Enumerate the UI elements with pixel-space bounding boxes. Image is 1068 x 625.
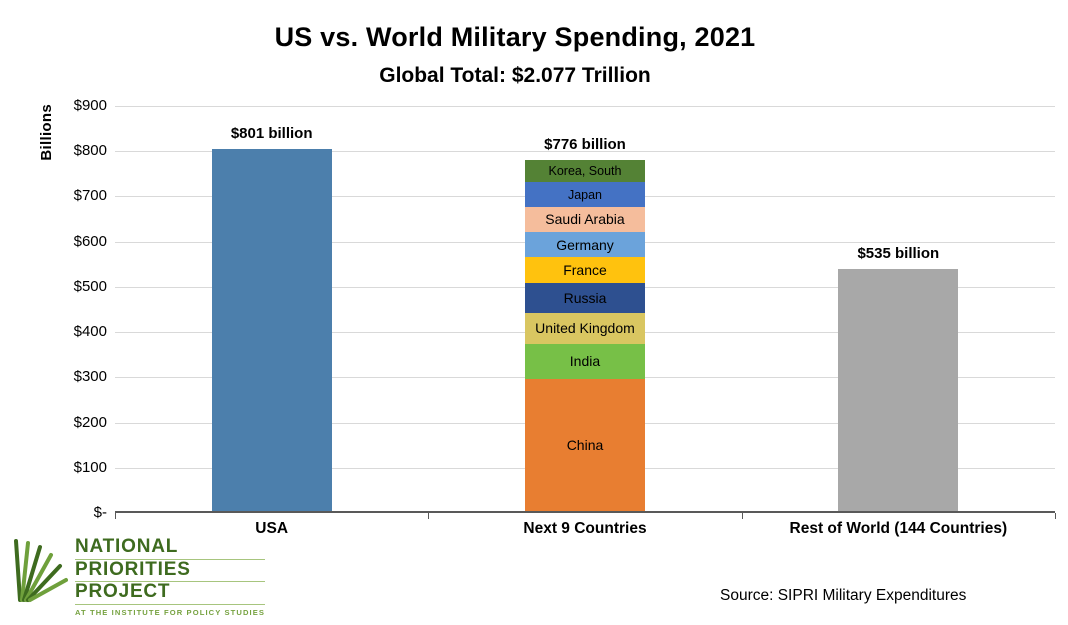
bar-next-9-countries: China India United Kingdom Russia France Germ… bbox=[524, 160, 645, 511]
bar-total-label: $535 billion bbox=[857, 245, 940, 263]
bar-total-label: $776 billion bbox=[544, 136, 626, 154]
segment-rest-of-world-144-countries- bbox=[838, 269, 959, 511]
page-subtitle: Global Total: $2.077 Trillion bbox=[379, 64, 651, 87]
segment-india: India bbox=[524, 343, 645, 379]
x-axis-tick bbox=[428, 513, 430, 519]
segment-united-kingdom: United Kingdom bbox=[524, 312, 645, 344]
segment-label: India bbox=[569, 353, 601, 370]
npp-logo-text: NATIONAL PRIORITIES PROJECT AT THE INSTI… bbox=[75, 536, 266, 617]
segment-russia: Russia bbox=[524, 283, 645, 313]
segment-label: United Kingdom bbox=[535, 320, 635, 337]
x-axis-labels: USA Next 9 Countries Rest of World (144 Co… bbox=[115, 520, 1055, 538]
logo-word-priorities: PRIORITIES bbox=[75, 559, 266, 583]
bar-total-label: $801 billion bbox=[230, 124, 313, 142]
segment-label: France bbox=[563, 262, 607, 279]
x-axis-tick bbox=[1055, 513, 1056, 519]
segment-china: China bbox=[524, 378, 645, 511]
logo-word-national: NATIONAL bbox=[75, 536, 266, 560]
npp-logo-icon bbox=[14, 539, 68, 602]
bar-rest-of-world-144-countries- bbox=[838, 269, 959, 511]
bar-usa bbox=[211, 148, 332, 511]
segment-germany: Germany bbox=[524, 232, 645, 258]
plot-area: $801 billion China India United Kingdom Russ… bbox=[115, 106, 1055, 513]
y-tick-label: $500 bbox=[73, 277, 107, 295]
segment-japan: Japan bbox=[524, 182, 645, 207]
logo-word-project: PROJECT bbox=[75, 581, 266, 605]
segment-label: Korea, South bbox=[548, 164, 622, 179]
y-tick-label: $- bbox=[93, 504, 107, 521]
bar-slot: $801 billion bbox=[115, 106, 428, 511]
gridline bbox=[115, 151, 1055, 153]
segment-label: Japan bbox=[567, 187, 603, 202]
x-axis-tick bbox=[741, 513, 743, 519]
npp-logo: NATIONAL PRIORITIES PROJECT AT THE INSTI… bbox=[14, 536, 266, 617]
segment-korea-south: Korea, South bbox=[524, 160, 645, 183]
x-category-label: Rest of World (144 Countries) bbox=[789, 520, 1008, 537]
bar-slot: $535 billion bbox=[742, 106, 1055, 511]
x-category-label: Next 9 Countries bbox=[523, 520, 647, 537]
y-tick-label: $700 bbox=[73, 187, 107, 205]
logo-tagline: AT THE INSTITUTE FOR POLICY STUDIES bbox=[75, 607, 266, 617]
segment-label: Russia bbox=[563, 290, 607, 306]
y-tick-label: $300 bbox=[73, 368, 107, 386]
segment-usa bbox=[211, 148, 332, 511]
y-tick-label: $600 bbox=[73, 232, 107, 250]
y-axis-ticks: $900 $800 $700 $600 $500 $400 $300 $200 $100 $- bbox=[0, 97, 107, 521]
x-axis-tick bbox=[115, 513, 116, 519]
y-tick-label: $900 bbox=[73, 97, 107, 114]
y-tick-label: $800 bbox=[73, 142, 107, 160]
page-title: US vs. World Military Spending, 2021 bbox=[274, 22, 756, 52]
bars-container: $801 billion China India United Kingdom Russ… bbox=[115, 106, 1055, 511]
bar-slot: China India United Kingdom Russia France Germ… bbox=[428, 106, 741, 511]
segment-label: Saudi Arabia bbox=[545, 211, 625, 228]
y-tick-label: $200 bbox=[73, 413, 107, 431]
y-tick-label: $400 bbox=[73, 323, 107, 341]
gridline bbox=[115, 106, 1055, 107]
segment-saudi-arabia: Saudi Arabia bbox=[524, 206, 645, 233]
segment-label: Germany bbox=[556, 236, 614, 253]
source-text: Source: SIPRI Military Expenditures bbox=[720, 587, 967, 604]
segment-france: France bbox=[524, 257, 645, 284]
y-tick-label: $100 bbox=[73, 458, 107, 476]
segment-label: China bbox=[566, 436, 604, 453]
x-category-label: USA bbox=[255, 520, 289, 537]
